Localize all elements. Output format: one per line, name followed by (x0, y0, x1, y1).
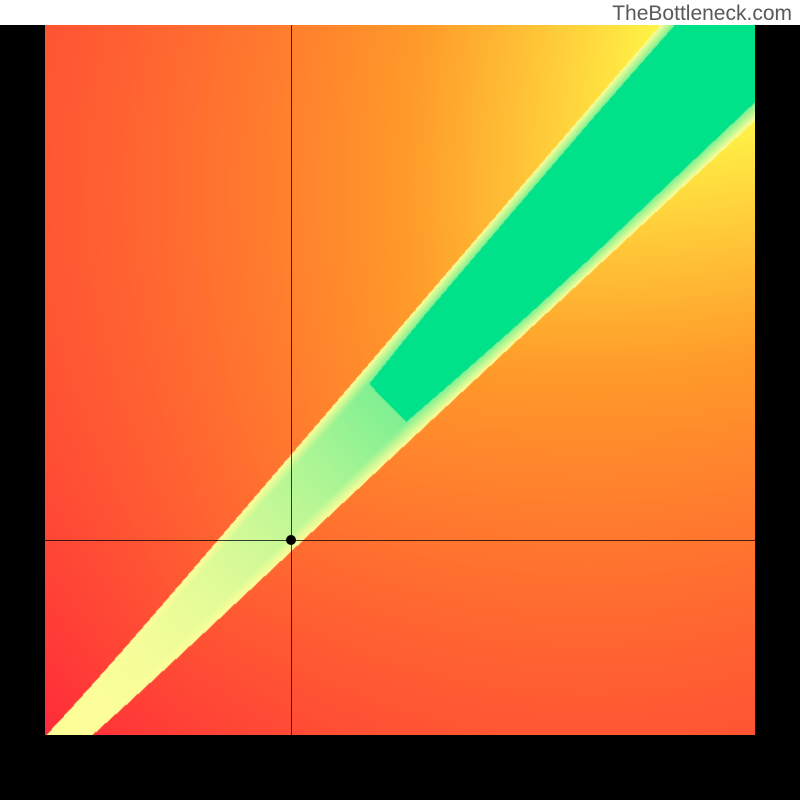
figure-root: TheBottleneck.com (0, 0, 800, 800)
attribution-text: TheBottleneck.com (612, 2, 792, 26)
crosshair-vertical (291, 25, 292, 735)
crosshair-horizontal (45, 540, 755, 541)
black-frame (0, 25, 800, 800)
bottleneck-heatmap (45, 25, 755, 735)
crosshair-marker (286, 535, 296, 545)
